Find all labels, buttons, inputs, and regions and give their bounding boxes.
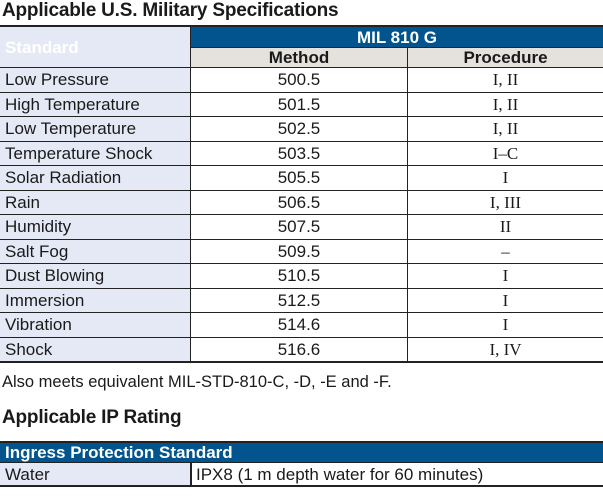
ip-value: IPX8 (1 m depth water for 60 minutes): [190, 462, 603, 486]
mil-spec-table: Standard MIL 810 G Method Procedure Low …: [0, 25, 603, 363]
standard-header: Standard: [0, 26, 191, 68]
table-row: Rain 506.5 I, III: [0, 189, 603, 215]
standard-cell: Salt Fog: [0, 238, 191, 264]
table-row: Humidity 507.5 II: [0, 214, 603, 239]
table-row: Temperature Shock 503.5 I–C: [0, 140, 603, 166]
method-cell: 514.6: [190, 312, 408, 337]
equivalence-note: Also meets equivalent MIL-STD-810-C, -D,…: [2, 373, 392, 391]
procedure-cell: II: [407, 214, 603, 239]
table-row: High Temperature 501.5 I, II: [0, 91, 603, 117]
standard-cell: Shock: [0, 336, 191, 362]
method-cell: 512.5: [190, 287, 408, 313]
mil-810g-header: MIL 810 G: [190, 26, 603, 48]
procedure-cell: I: [407, 165, 603, 190]
method-cell: 505.5: [190, 165, 408, 190]
standard-cell: Rain: [0, 189, 191, 215]
procedure-header: Procedure: [407, 47, 603, 68]
standard-cell: High Temperature: [0, 91, 191, 117]
method-cell: 509.5: [190, 238, 408, 264]
standard-cell: Low Pressure: [0, 67, 191, 92]
table-row: Shock 516.6 I, IV: [0, 336, 603, 362]
standard-cell: Low Temperature: [0, 116, 191, 141]
standard-cell: Solar Radiation: [0, 165, 191, 190]
method-cell: 516.6: [190, 336, 408, 362]
method-cell: 507.5: [190, 214, 408, 239]
method-cell: 502.5: [190, 116, 408, 141]
procedure-cell: I, II: [407, 91, 603, 117]
method-header: Method: [190, 47, 408, 68]
table-row: Solar Radiation 505.5 I: [0, 165, 603, 190]
table-row: Low Temperature 502.5 I, II: [0, 116, 603, 141]
method-cell: 500.5: [190, 67, 408, 92]
procedure-cell: I: [407, 312, 603, 337]
table-row: Low Pressure 500.5 I, II: [0, 67, 603, 92]
table-row: Salt Fog 509.5–: [0, 238, 603, 264]
procedure-cell: I–C: [407, 140, 603, 166]
procedure-cell: I, III: [407, 189, 603, 215]
procedure-cell: I, II: [407, 67, 603, 92]
standard-cell: Immersion: [0, 287, 191, 313]
procedure-cell: I: [407, 263, 603, 288]
table-row: Vibration 514.6 I: [0, 312, 603, 337]
standard-cell: Dust Blowing: [0, 263, 191, 288]
table-row: Dust Blowing 510.5 I: [0, 263, 603, 288]
mil-spec-title: Applicable U.S. Military Specifications: [2, 0, 339, 21]
ip-header: Ingress Protection Standard: [5, 443, 233, 462]
procedure-cell: I: [407, 287, 603, 313]
ip-label: Water: [0, 462, 191, 486]
standard-cell: Vibration: [0, 312, 191, 337]
standard-cell: Humidity: [0, 214, 191, 239]
method-cell: 510.5: [190, 263, 408, 288]
ip-rating-table: Ingress Protection Standard Water IPX8 (…: [0, 441, 603, 487]
standard-cell: Temperature Shock: [0, 140, 191, 166]
table-row: Immersion 512.5 I: [0, 287, 603, 313]
method-cell: 503.5: [190, 140, 408, 166]
method-cell: 501.5: [190, 91, 408, 117]
table-row: Water IPX8 (1 m depth water for 60 minut…: [0, 462, 603, 486]
procedure-cell: I, II: [407, 116, 603, 141]
procedure-cell: –: [407, 238, 603, 264]
ip-rating-title: Applicable IP Rating: [2, 407, 182, 428]
method-cell: 506.5: [190, 189, 408, 215]
procedure-cell: I, IV: [407, 336, 603, 362]
